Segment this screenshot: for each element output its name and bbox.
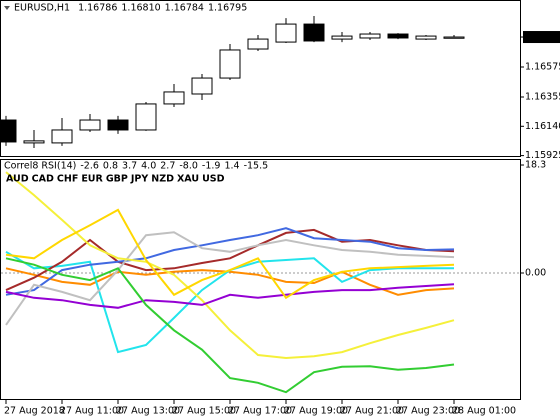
legend-entry: NZD [151, 174, 174, 185]
candle-body [51, 129, 73, 144]
main-frame [0, 0, 521, 157]
legend-entry: CAD [32, 174, 54, 185]
symbol-icon [4, 6, 10, 10]
symbol-title: EURUSD,H1 [14, 3, 70, 14]
price-label-bg [523, 31, 560, 44]
y-tick-label: 18.3 [525, 160, 546, 171]
indicator-title: Correl8 RSI(14) [4, 161, 76, 172]
x-tick-label: 27 Aug 17:00 [228, 406, 292, 417]
legend-entry: GBP [106, 174, 128, 185]
x-tick-label: 27 Aug 15:00 [172, 406, 236, 417]
legend-entry: XAU [177, 174, 199, 185]
candle-body [0, 119, 17, 143]
ohlc-value: 1.16786 [78, 3, 117, 14]
x-tick-label: 27 Aug 23:00 [396, 406, 460, 417]
y-tick-label: 0.00 [525, 268, 546, 279]
x-tick-label: 27 Aug 13:00 [116, 406, 180, 417]
rsi-line [5, 267, 455, 296]
candle-body [443, 36, 465, 39]
rsi-line [5, 228, 455, 292]
ohlc-value: 1.16795 [208, 3, 247, 14]
indicator-value: 3.7 [122, 161, 137, 172]
rsi-line [5, 208, 455, 300]
candle-body [191, 77, 213, 95]
candle-body [387, 33, 409, 39]
candle-body [107, 119, 129, 131]
candle-body [219, 49, 241, 79]
x-tick-label: 27 Aug 19:00 [284, 406, 348, 417]
candle-body [163, 91, 185, 105]
indicator-value: -1.9 [202, 161, 221, 172]
rsi-line [5, 171, 455, 360]
indicator-value: -8.0 [179, 161, 198, 172]
candle-body [359, 33, 381, 39]
candle-body [247, 38, 269, 50]
indicator-value: 0.8 [103, 161, 118, 172]
candle-body [415, 35, 437, 40]
indicator-value: -15.5 [244, 161, 269, 172]
y-tick-label: 1.16355 [525, 91, 560, 102]
rsi-line [5, 231, 455, 326]
rsi-line [5, 283, 455, 309]
legend-entry: EUR [81, 174, 103, 185]
indicator-value: 1.4 [224, 161, 239, 172]
legend-entry: USD [202, 174, 225, 185]
candle-body [275, 23, 297, 43]
x-tick-label: 27 Aug 21:00 [340, 406, 404, 417]
indicator-value: -2.6 [80, 161, 99, 172]
rsi-line [5, 257, 455, 394]
legend-entry: CHF [57, 174, 78, 185]
indicator-frame [0, 159, 521, 400]
candle-body [79, 119, 101, 131]
candle-body [303, 23, 325, 42]
x-tick-label: 28 Aug 01:00 [452, 406, 516, 417]
candle-body [331, 35, 353, 40]
y-tick-label: 1.16795 [525, 32, 560, 43]
ohlc-value: 1.16810 [121, 3, 160, 14]
indicator-value: 2.7 [160, 161, 175, 172]
candle-body [135, 103, 157, 131]
legend-entry: AUD [6, 174, 29, 185]
ohlc-value: 1.16784 [165, 3, 204, 14]
candle-body [23, 140, 45, 144]
legend-entry: JPY [130, 174, 148, 185]
indicator-value: 4.0 [141, 161, 156, 172]
y-tick-label: 1.16575 [525, 62, 560, 73]
x-tick-label: 27 Aug 2018 [4, 406, 65, 417]
y-tick-label: 1.15925 [525, 150, 560, 161]
x-tick-label: 27 Aug 11:00 [60, 406, 124, 417]
rsi-line [5, 227, 455, 296]
y-tick-label: 1.16140 [525, 121, 560, 132]
